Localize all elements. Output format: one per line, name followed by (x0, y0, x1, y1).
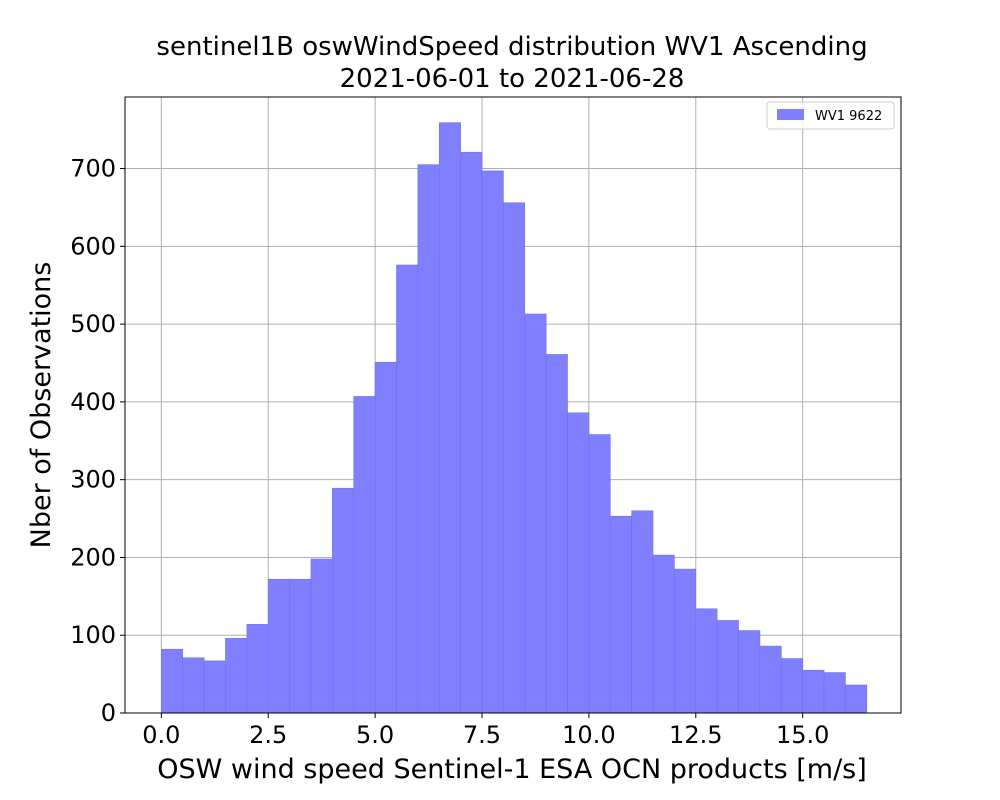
x-tick-label: 0.0 (142, 721, 180, 749)
histogram-bar (524, 313, 547, 714)
chart-subtitle: 2021-06-01 to 2021-06-28 (340, 64, 685, 94)
histogram-bar (289, 578, 312, 714)
histogram-bars (161, 122, 868, 714)
legend-swatch (777, 109, 804, 120)
histogram-bar (503, 202, 526, 714)
histogram-bar (246, 624, 269, 714)
histogram-bar (716, 620, 739, 714)
legend: WV1 9622 (766, 101, 895, 130)
histogram-bar (374, 361, 397, 714)
histogram-bar (182, 657, 205, 714)
y-tick-label: 700 (70, 155, 116, 183)
x-tick-label: 15.0 (776, 721, 829, 749)
histogram-bar (438, 122, 461, 714)
histogram-bar (609, 515, 632, 714)
histogram-bar (674, 568, 697, 714)
x-tick-label: 7.5 (463, 721, 501, 749)
histogram-bar (652, 554, 675, 714)
histogram-bar (695, 608, 718, 714)
y-tick-label: 500 (70, 310, 116, 338)
histogram-bar (780, 658, 803, 714)
y-tick-label: 600 (70, 232, 116, 260)
plot-frame (124, 96, 902, 714)
x-tick-label: 10.0 (562, 721, 615, 749)
x-axis: 0.0 2.5 5.0 7.5 10.0 12.5 15.0 (142, 713, 829, 749)
histogram-bar (225, 638, 248, 714)
histogram-bar (161, 648, 184, 714)
histogram-bar (203, 660, 226, 714)
histogram-bar (802, 669, 825, 714)
histogram-bar (567, 412, 590, 714)
histogram-bar (759, 645, 782, 714)
x-axis-label: OSW wind speed Sentinel-1 ESA OCN produc… (157, 754, 867, 785)
x-tick-label: 2.5 (249, 721, 287, 749)
histogram-bar (460, 151, 483, 714)
legend-label: WV1 9622 (815, 109, 882, 124)
y-tick-label: 200 (70, 543, 116, 571)
y-tick-label: 400 (70, 388, 116, 416)
histogram-bar (545, 354, 568, 714)
histogram-bar (823, 672, 846, 714)
histogram-bar (631, 510, 654, 714)
chart-title: sentinel1B oswWindSpeed distribution WV1… (156, 32, 867, 62)
histogram-bar (481, 170, 504, 714)
histogram-bar (267, 578, 290, 714)
x-tick-label: 12.5 (669, 721, 722, 749)
y-tick-label: 300 (70, 466, 116, 494)
y-axis: 0 100 200 300 400 500 600 700 (70, 155, 125, 727)
histogram-bar (417, 164, 440, 714)
histogram-bar (738, 630, 761, 714)
y-tick-label: 100 (70, 621, 116, 649)
x-tick-label: 5.0 (356, 721, 394, 749)
y-axis-label: Nber of Observations (26, 262, 57, 549)
histogram-bar (332, 487, 355, 714)
histogram-bar (353, 396, 376, 714)
histogram-bar (845, 684, 868, 714)
histogram-bar (588, 434, 611, 714)
histogram-bar (396, 264, 419, 714)
y-tick-label: 0 (101, 699, 116, 727)
histogram-bar (310, 558, 333, 714)
legend-box (766, 101, 895, 130)
